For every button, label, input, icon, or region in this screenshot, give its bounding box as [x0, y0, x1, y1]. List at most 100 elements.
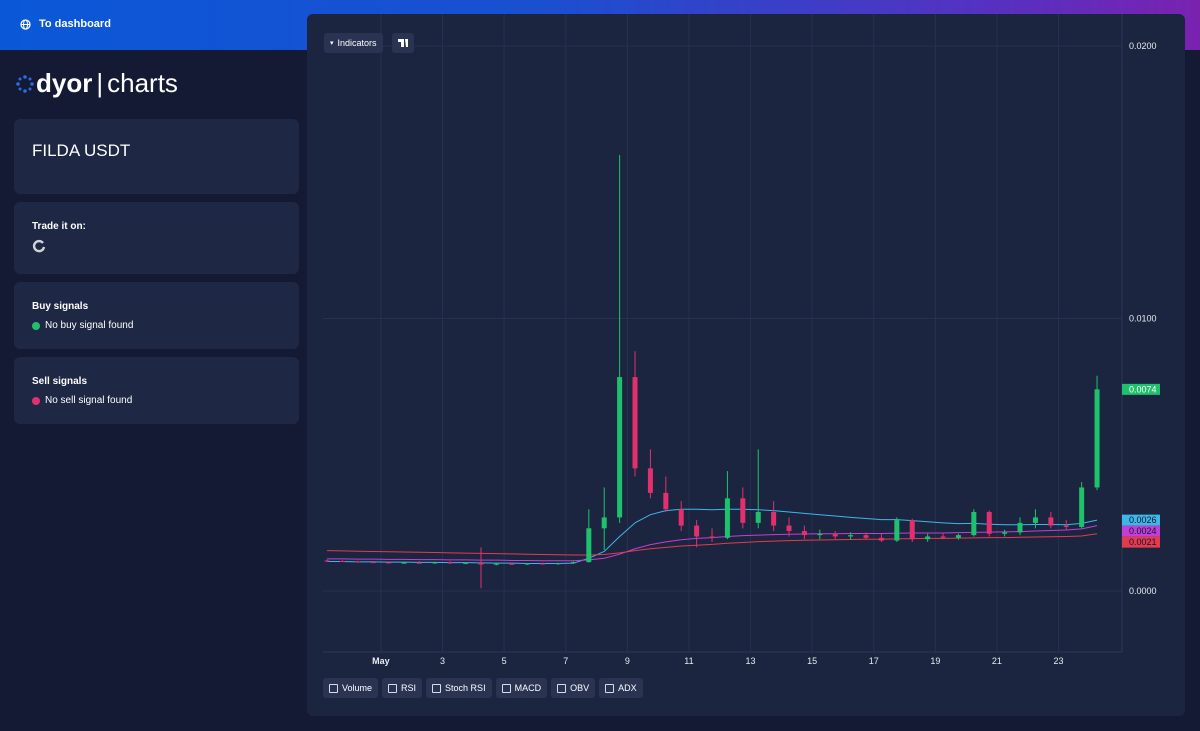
chart-card — [307, 14, 1185, 716]
candle-body — [832, 533, 838, 537]
candle-body — [463, 562, 469, 564]
candle-body — [524, 563, 530, 565]
checkbox[interactable] — [605, 683, 615, 693]
buy-card: Buy signals No buy signal found — [14, 282, 299, 349]
moving-average-line — [326, 533, 1098, 556]
x-tick-label: 9 — [625, 656, 630, 666]
checkbox[interactable] — [557, 683, 567, 693]
y-tick-label: 0.0100 — [1129, 314, 1157, 324]
candle-body — [786, 525, 792, 532]
exchange-icon[interactable] — [32, 239, 46, 253]
candle-body — [863, 535, 869, 538]
dashboard-link[interactable]: To dashboard — [20, 18, 111, 30]
indicator-toggle[interactable]: Volume — [323, 678, 379, 698]
x-tick-label: 5 — [502, 656, 507, 666]
x-tick-label: 19 — [930, 656, 940, 666]
x-tick-label: 11 — [684, 656, 693, 666]
indicators-button[interactable]: ▾ Indicators — [324, 33, 383, 53]
x-tick-label: 23 — [1054, 656, 1064, 666]
candle-body — [432, 562, 438, 564]
candle-body — [955, 535, 961, 538]
caret: ▾ — [330, 40, 334, 47]
y-tick-label: 0.0000 — [1129, 586, 1157, 596]
candle-body — [771, 511, 777, 526]
candle-body — [1094, 389, 1100, 488]
sell-status-text: No sell signal found — [45, 395, 133, 406]
candle-body — [386, 562, 392, 564]
tradingview-button[interactable] — [392, 33, 414, 53]
candle-body — [709, 536, 715, 538]
candle-body — [755, 511, 761, 523]
indicator-toggle[interactable]: ADX — [599, 678, 643, 698]
candle-body — [894, 520, 900, 541]
candle-body — [817, 533, 823, 536]
toggle-label[interactable]: RSI — [401, 683, 417, 693]
price-label: 0.0024 — [1129, 526, 1157, 536]
toggle-label[interactable]: Volume — [342, 683, 373, 693]
pair-title: FILDA USDT — [32, 141, 131, 160]
candle-body — [1002, 532, 1008, 534]
indicators-text[interactable]: Indicators — [337, 38, 377, 48]
price-label-bg — [1122, 383, 1160, 395]
trade-title: Trade it on: — [32, 221, 86, 232]
candle-body — [971, 511, 977, 536]
candle-body — [555, 563, 561, 565]
toggle-label[interactable]: ADX — [618, 683, 637, 693]
candle-body — [724, 498, 730, 538]
candle-body — [324, 560, 330, 562]
candle-body — [1048, 517, 1054, 526]
trade-card: Trade it on: — [14, 202, 299, 274]
pair-card: FILDA USDT — [14, 119, 299, 194]
moving-average-line — [327, 508, 1098, 564]
price-label: 0.0026 — [1129, 515, 1157, 525]
candle-body — [1017, 522, 1023, 533]
logo-divider: | — [96, 68, 104, 98]
checkbox[interactable] — [329, 683, 338, 693]
checkbox[interactable] — [501, 683, 511, 693]
logo-icon — [16, 74, 34, 93]
candle-body — [1063, 525, 1069, 527]
candle-body — [848, 535, 854, 537]
candle-body — [401, 562, 407, 564]
price-label-bg — [1122, 525, 1160, 537]
checkbox[interactable] — [388, 683, 398, 693]
globe-icon — [20, 18, 31, 30]
sell-card: Sell signals No sell signal found — [14, 357, 299, 424]
candle-body — [416, 562, 422, 564]
toggle-label[interactable]: Stoch RSI — [445, 683, 486, 693]
checkbox[interactable] — [432, 683, 442, 693]
logo-product: charts — [107, 68, 178, 98]
logo-brand: dyor — [36, 68, 93, 98]
indicator-toggle[interactable]: Stoch RSI — [426, 678, 492, 698]
status-dot — [32, 396, 40, 405]
candle-body — [478, 562, 484, 565]
buy-title: Buy signals — [32, 301, 89, 312]
y-tick-label: 0.0200 — [1129, 41, 1157, 51]
price-label-bg — [1122, 514, 1160, 526]
x-tick-label: 21 — [992, 656, 1002, 666]
candle-body — [909, 520, 915, 540]
candle-body — [617, 377, 623, 518]
buy-status-text: No buy signal found — [45, 320, 134, 331]
price-label: 0.0021 — [1129, 537, 1157, 547]
indicator-toggle[interactable]: RSI — [382, 678, 423, 698]
candle-body — [647, 468, 653, 493]
toggle-label[interactable]: OBV — [570, 683, 590, 693]
indicator-toggles: Volume RSI Stoch RSI MACD OBV ADX — [323, 678, 643, 698]
indicator-toggle[interactable]: MACD — [495, 678, 548, 698]
sell-title: Sell signals — [32, 376, 88, 387]
candle-body — [801, 531, 807, 536]
candle-body — [540, 563, 546, 565]
logo[interactable]: dyor | charts — [14, 68, 178, 99]
indicator-toggle[interactable]: OBV — [551, 678, 596, 698]
candle-body — [740, 498, 746, 523]
price-label-bg — [1122, 536, 1160, 548]
x-tick-label: 15 — [807, 656, 817, 666]
candle-body — [586, 528, 592, 563]
toggle-label[interactable]: MACD — [514, 683, 542, 693]
candle-body — [694, 525, 700, 537]
dashboard-link-text[interactable]: To dashboard — [39, 18, 111, 30]
candle-body — [570, 562, 576, 564]
